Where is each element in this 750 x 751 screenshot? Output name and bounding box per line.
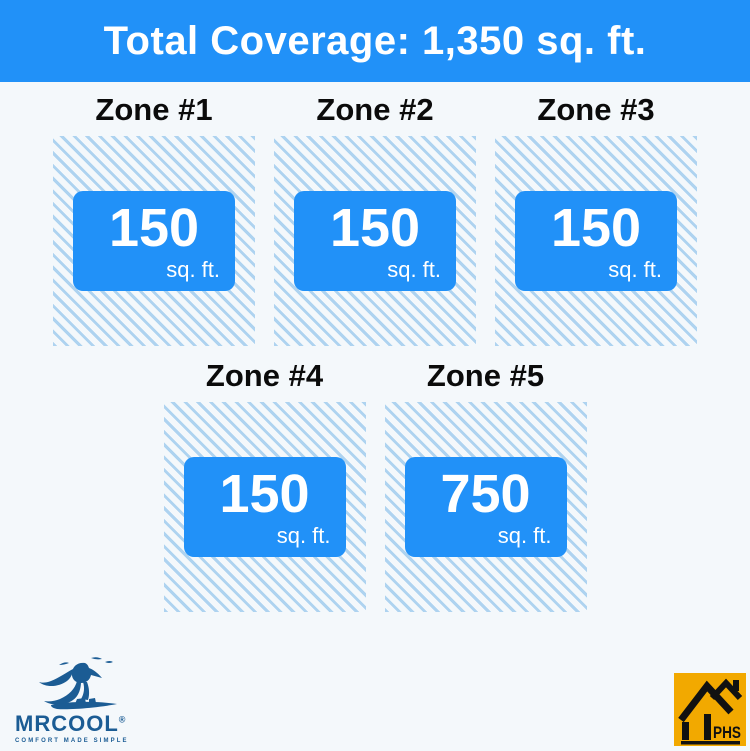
zone-card-4: Zone #4 150 sq. ft. (163, 358, 366, 612)
zone-row-top: Zone #1 150 sq. ft. Zone #2 150 sq. ft. … (0, 94, 750, 346)
coverage-unit: sq. ft. (387, 257, 441, 282)
zone-hatch-tile: 150 sq. ft. (495, 136, 697, 346)
zone-card-3: Zone #3 150 sq. ft. (495, 94, 697, 346)
coverage-unit: sq. ft. (497, 523, 552, 548)
coverage-badge: 150 sq. ft. (515, 191, 677, 291)
zone-hatch-tile: 150 sq. ft. (163, 402, 366, 612)
mrcool-tagline: COMFORT MADE SIMPLE (15, 738, 129, 744)
phs-logo: PHS (674, 673, 746, 746)
zone-card-5: Zone #5 750 sq. ft. (384, 358, 587, 612)
coverage-unit: sq. ft. (166, 257, 220, 282)
total-coverage-title: Total Coverage: 1,350 sq. ft. (103, 18, 647, 63)
coverage-value: 150 (329, 198, 421, 258)
mrcool-wordmark: MRCOOL® (15, 711, 126, 736)
zone-label: Zone #1 (95, 92, 213, 127)
zone-label: Zone #4 (205, 358, 324, 393)
zone-row-bottom: Zone #4 150 sq. ft. Zone #5 750 sq. ft. (0, 360, 750, 612)
header-banner: Total Coverage: 1,350 sq. ft. (0, 0, 750, 82)
coverage-value: 750 (440, 464, 531, 524)
coverage-badge: 150 sq. ft. (183, 457, 346, 557)
coverage-value: 150 (219, 464, 310, 524)
registered-mark: ® (118, 714, 126, 725)
zone-card-2: Zone #2 150 sq. ft. (274, 94, 476, 346)
zone-hatch-tile: 150 sq. ft. (53, 136, 255, 346)
zone-label: Zone #3 (537, 92, 655, 127)
coverage-badge: 150 sq. ft. (73, 191, 235, 291)
zone-hatch-tile: 150 sq. ft. (274, 136, 476, 346)
coverage-badge: 150 sq. ft. (294, 191, 456, 291)
coverage-unit: sq. ft. (608, 257, 662, 282)
coverage-value: 150 (108, 198, 200, 258)
zone-hatch-tile: 750 sq. ft. (384, 402, 587, 612)
zone-label: Zone #5 (426, 358, 545, 393)
mrcool-logo: MRCOOL® COMFORT MADE SIMPLE (15, 657, 129, 744)
coverage-badge: 750 sq. ft. (404, 457, 567, 557)
phs-label: PHS (713, 723, 741, 742)
penguin-icon (39, 657, 117, 710)
house-roofline-icon: PHS (674, 673, 746, 746)
zone-card-1: Zone #1 150 sq. ft. (53, 94, 255, 346)
coverage-unit: sq. ft. (276, 523, 331, 548)
zone-label: Zone #2 (316, 92, 434, 127)
coverage-value: 150 (550, 198, 642, 258)
